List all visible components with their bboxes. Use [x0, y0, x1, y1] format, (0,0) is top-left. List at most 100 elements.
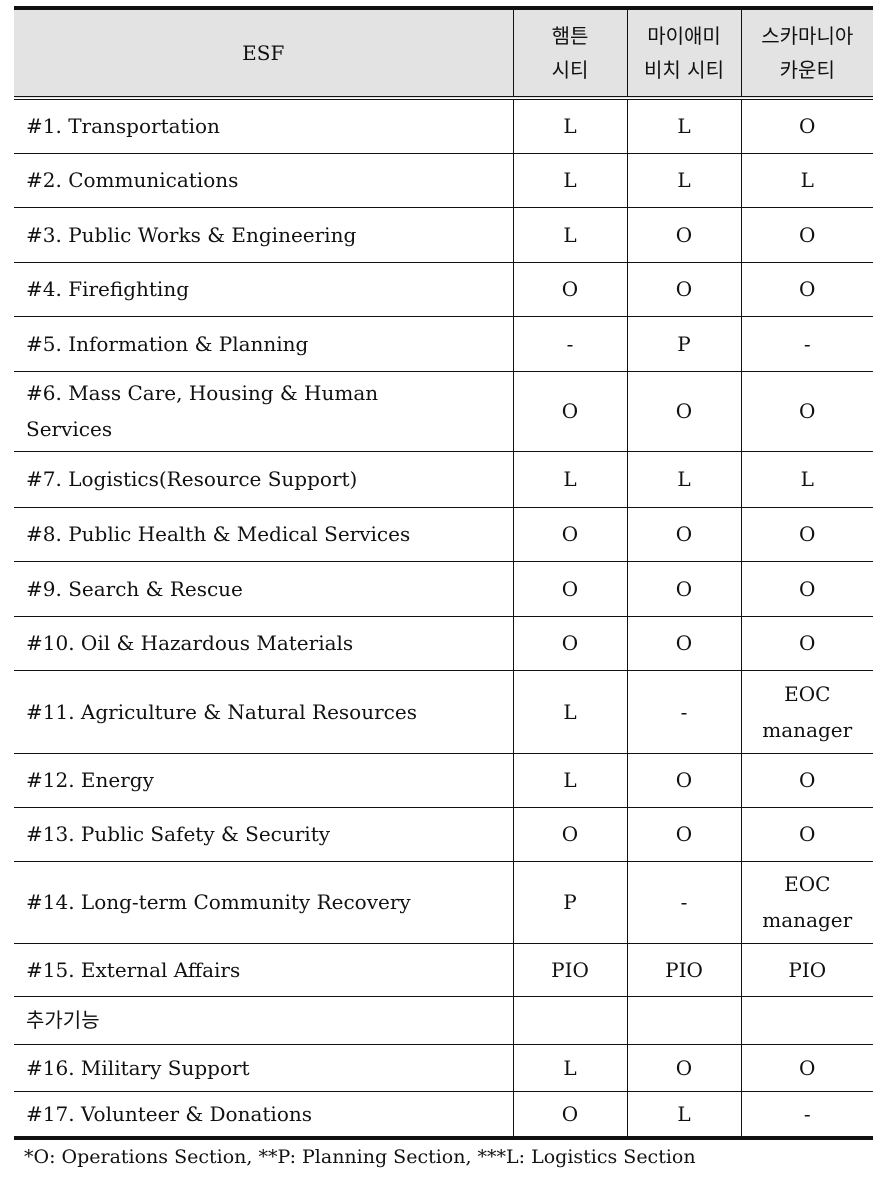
- value-cell: -: [626, 670, 741, 753]
- table-row: #9. Search & Rescue O O O: [14, 561, 873, 616]
- value-cell: O: [740, 807, 873, 861]
- header-line: 시티: [551, 58, 589, 82]
- value-cell: O: [512, 371, 627, 451]
- esf-cell: #14. Long-term Community Recovery: [26, 890, 411, 914]
- header-line: 마이애미: [647, 24, 721, 48]
- value-cell: L: [626, 153, 741, 207]
- value-cell: L: [512, 451, 627, 507]
- table-row: #10. Oil & Hazardous Materials O O O: [14, 616, 873, 670]
- value-cell: [626, 996, 741, 1044]
- esf-cell: #7. Logistics(Resource Support): [26, 467, 358, 491]
- esf-cell: #9. Search & Rescue: [26, 576, 243, 601]
- value-cell: O: [626, 507, 741, 561]
- value-cell: O: [740, 262, 873, 316]
- value-cell: PIO: [740, 943, 873, 996]
- esf-cell: #12. Energy: [26, 768, 154, 792]
- value-cell: O: [512, 561, 627, 616]
- value-cell: L: [740, 153, 873, 207]
- table-row: #4. Firefighting O O O: [14, 262, 873, 316]
- esf-cell: #4. Firefighting: [26, 277, 190, 301]
- value-cell: O: [512, 1091, 627, 1138]
- table-row: #7. Logistics(Resource Support) L L L: [14, 451, 873, 507]
- value-cell: L: [626, 1091, 741, 1138]
- table-row: #13. Public Safety & Security O O O: [14, 807, 873, 861]
- table-row: #1. Transportation L L O: [14, 98, 873, 153]
- esf-cell: #5. Information & Planning: [26, 331, 309, 356]
- esf-cell: #2. Communications: [26, 168, 239, 192]
- value-cell: O: [626, 807, 741, 861]
- value-cell: O: [740, 507, 873, 561]
- table-row: #11. Agriculture & Natural Resources L - EO…: [14, 670, 873, 753]
- value-cell: PIO: [626, 943, 741, 996]
- value-cell: O: [626, 262, 741, 316]
- header-line: 햄튼: [551, 24, 589, 48]
- value-cell: L: [512, 670, 627, 753]
- header-line: 스카마니아: [761, 24, 854, 48]
- value-cell: O: [740, 98, 873, 153]
- esf-cell: #6. Mass Care, Housing & Human Services: [26, 381, 379, 441]
- value-cell: O: [626, 371, 741, 451]
- value-cell: EOC manager: [740, 861, 873, 943]
- table-row: #6. Mass Care, Housing & Human Services O…: [14, 371, 873, 451]
- value-cell: O: [512, 807, 627, 861]
- value-cell: L: [512, 753, 627, 807]
- esf-cell: #15. External Affairs: [26, 957, 241, 982]
- header-line: 카운티: [779, 58, 835, 82]
- table-row: #5. Information & Planning - P -: [14, 316, 873, 371]
- esf-cell: #17. Volunteer & Donations: [26, 1101, 313, 1126]
- value-cell: EOC manager: [740, 670, 873, 753]
- value-cell: O: [626, 616, 741, 670]
- value-cell: O: [740, 207, 873, 262]
- esf-cell: #3. Public Works & Engineering: [26, 222, 357, 247]
- value-cell: L: [512, 207, 627, 262]
- esf-cell: #10. Oil & Hazardous Materials: [26, 631, 354, 655]
- table-row: #15. External Affairs PIO PIO PIO: [14, 943, 873, 996]
- value-cell: -: [512, 316, 627, 371]
- table-row: #16. Military Support L O O: [14, 1044, 873, 1091]
- value-cell: O: [626, 561, 741, 616]
- header-esf-text: ESF: [242, 41, 285, 65]
- esf-cell: 추가기능: [26, 1008, 100, 1032]
- value-cell: L: [512, 98, 627, 153]
- value-cell: O: [740, 371, 873, 451]
- value-cell: -: [740, 316, 873, 371]
- table-row: 추가기능: [14, 996, 873, 1044]
- table-row: #17. Volunteer & Donations O L -: [14, 1091, 873, 1138]
- value-cell: L: [512, 153, 627, 207]
- value-cell: L: [740, 451, 873, 507]
- table-row: #3. Public Works & Engineering L O O: [14, 207, 873, 262]
- esf-cell: #13. Public Safety & Security: [26, 822, 331, 846]
- value-cell: -: [740, 1091, 873, 1138]
- value-cell: O: [512, 262, 627, 316]
- value-cell: O: [512, 507, 627, 561]
- esf-cell: #8. Public Health & Medical Services: [26, 522, 411, 546]
- value-cell: O: [626, 1044, 741, 1091]
- value-cell: O: [740, 561, 873, 616]
- value-cell: P: [626, 316, 741, 371]
- esf-cell: #16. Military Support: [26, 1055, 250, 1080]
- footnote: *O: Operations Section, **P: Planning Se…: [24, 1146, 696, 1168]
- value-cell: L: [626, 98, 741, 153]
- value-cell: O: [740, 753, 873, 807]
- value-cell: L: [512, 1044, 627, 1091]
- value-cell: P: [512, 861, 627, 943]
- value-cell: [740, 996, 873, 1044]
- esf-cell: #1. Transportation: [26, 114, 220, 139]
- value-cell: -: [626, 861, 741, 943]
- value-cell: O: [512, 616, 627, 670]
- value-cell: O: [626, 207, 741, 262]
- value-cell: [512, 996, 627, 1044]
- value-cell: O: [740, 1044, 873, 1091]
- table-row: #8. Public Health & Medical Services O O O: [14, 507, 873, 561]
- table-row: #2. Communications L L L: [14, 153, 873, 207]
- table-row: #14. Long-term Community Recovery P - EOC m…: [14, 861, 873, 943]
- value-cell: O: [626, 753, 741, 807]
- header-line: 비치 시티: [644, 58, 724, 82]
- value-cell: PIO: [512, 943, 627, 996]
- header-esf: ESF: [14, 8, 513, 100]
